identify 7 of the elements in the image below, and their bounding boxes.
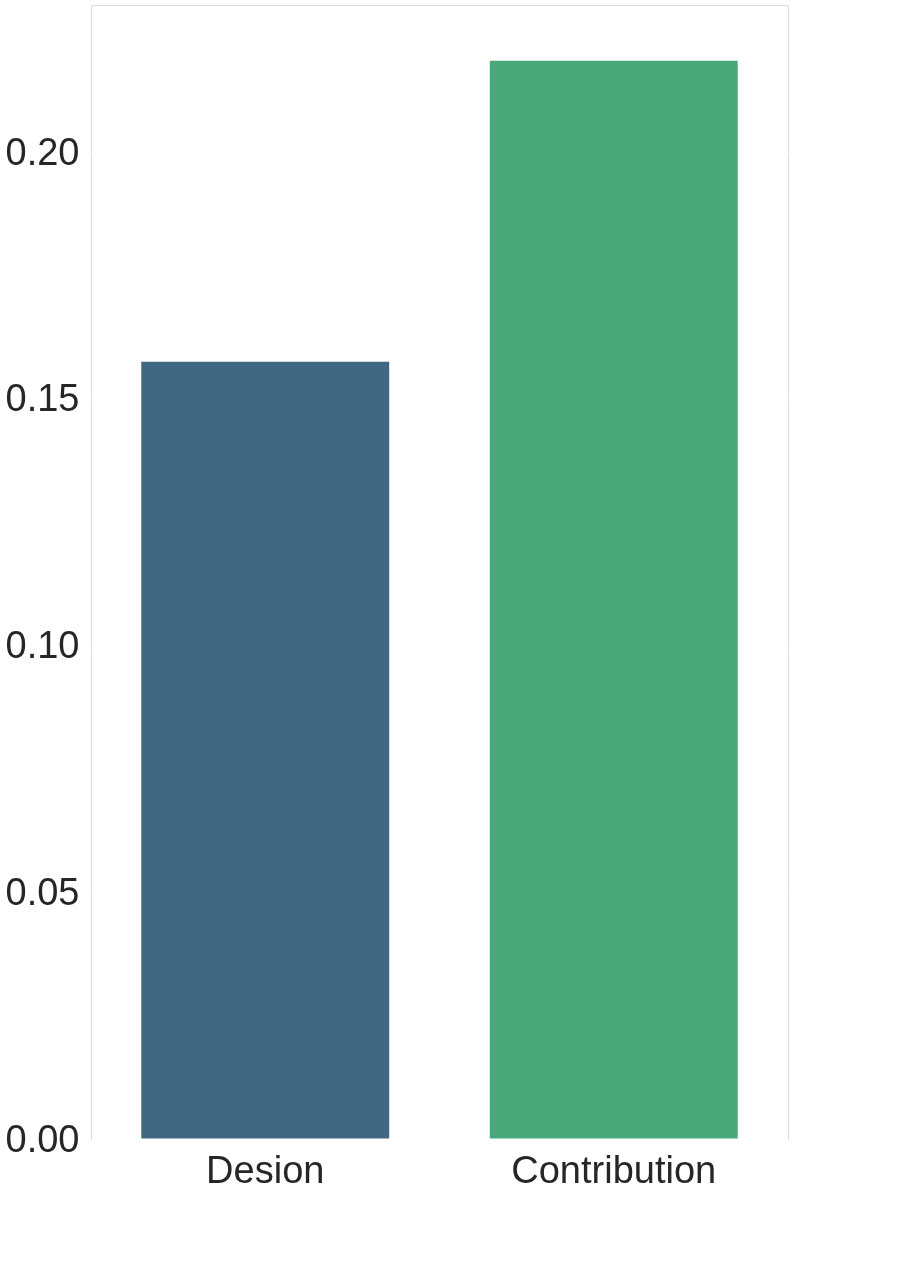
y-tick-label: 0.10 xyxy=(5,624,80,667)
y-tick-label: 0.05 xyxy=(5,870,80,913)
x-tick-label: Contribution xyxy=(511,1148,717,1191)
y-tick-label: 0.15 xyxy=(5,377,80,420)
y-tick-label: 0.00 xyxy=(5,1117,80,1160)
y-tick-label: 0.20 xyxy=(5,130,80,173)
x-tick-label: Desion xyxy=(206,1148,325,1191)
